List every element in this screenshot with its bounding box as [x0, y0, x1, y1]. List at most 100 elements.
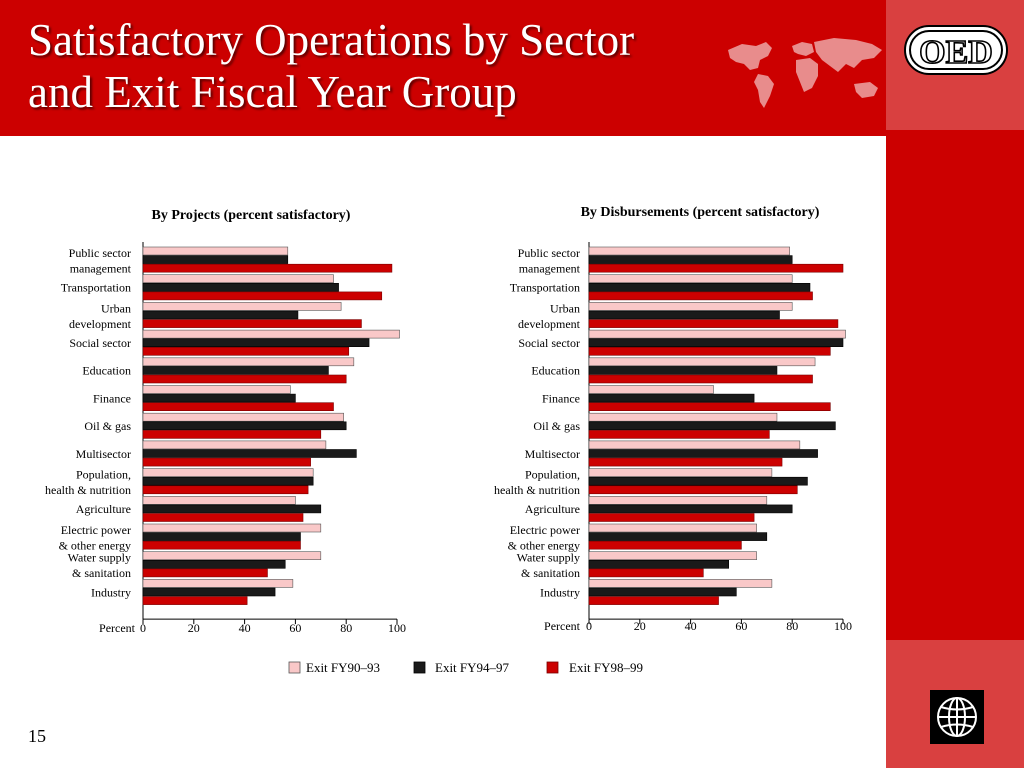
oed-logo-text: OED: [919, 34, 993, 71]
bar-fy94-97: [142, 338, 370, 348]
chart-by-projects: By Projects (percent satisfactory) 0 20 40 6…: [45, 208, 406, 635]
x-tick-label: 20: [634, 619, 646, 633]
bar-fy90-93: [588, 551, 757, 561]
x-tick-label: 20: [188, 621, 200, 635]
category-label: Industry: [540, 585, 580, 599]
bar-fy94-97: [142, 310, 299, 320]
bar-fy98-99: [142, 346, 350, 356]
bar-fy90-93: [588, 302, 793, 311]
oed-logo-icon: OED: [904, 25, 1008, 75]
chart-by-disbursements: By Disbursements (percent satisfactory) 0…: [494, 205, 852, 633]
bar-fy98-99: [588, 319, 839, 328]
bar-fy98-99: [142, 374, 347, 384]
category-label: Oil & gas: [84, 419, 131, 433]
bar-fy94-97: [588, 338, 844, 348]
category-label: Finance: [93, 391, 131, 405]
bar-fy90-93: [142, 495, 296, 505]
bar-fy90-93: [142, 357, 355, 367]
bar-fy94-97: [142, 587, 276, 597]
bar-fy98-99: [588, 430, 770, 439]
category-label: Oil & gas: [533, 419, 580, 433]
category-label: Urban: [550, 301, 580, 315]
bar-fy90-93: [142, 468, 314, 477]
category-label: management: [70, 261, 132, 275]
bar-fy90-93: [142, 329, 400, 339]
bar-fy90-93: [142, 523, 322, 533]
x-tick-label: 60: [735, 619, 747, 633]
title-banner: Satisfactory Operations by Sector and Ex…: [0, 0, 886, 136]
category-label: Industry: [91, 585, 131, 599]
category-label: Water supply: [68, 551, 131, 565]
category-label: Transportation: [510, 281, 580, 295]
category-label: Electric power: [61, 523, 131, 537]
category-label: Finance: [542, 391, 580, 405]
bar-fy94-97: [588, 255, 793, 264]
bar-fy94-97: [588, 532, 768, 541]
bar-fy98-99: [588, 568, 704, 578]
category-label: Multisector: [525, 447, 580, 461]
x-tick-label: 100: [388, 621, 406, 635]
category-label: Population,: [525, 468, 580, 482]
x-tick-label: 40: [239, 621, 251, 635]
category-label: Multisector: [76, 447, 131, 461]
x-tick-label: 0: [140, 621, 146, 635]
x-tick-label: 100: [834, 619, 852, 633]
category-label: & other energy: [508, 538, 580, 552]
bar-fy94-97: [588, 366, 778, 375]
bar-fy90-93: [588, 468, 773, 477]
bar-fy98-99: [588, 540, 742, 550]
bar-fy98-99: [142, 263, 393, 273]
bar-fy94-97: [588, 476, 808, 486]
bar-fy98-99: [142, 596, 248, 605]
world-bank-logo-icon: [930, 690, 984, 744]
bar-fy90-93: [588, 440, 801, 450]
x-tick-label: 60: [289, 621, 301, 635]
legend-swatch-fy98-99: [546, 661, 559, 674]
bar-fy94-97: [588, 559, 729, 569]
x-axis-label: Percent: [99, 621, 136, 635]
bar-fy94-97: [142, 393, 296, 403]
bar-fy98-99: [588, 402, 831, 412]
bar-fy98-99: [142, 291, 383, 301]
category-label: Education: [531, 364, 580, 378]
bar-fy94-97: [142, 255, 289, 264]
bar-fy90-93: [588, 523, 757, 533]
legend-swatch-fy90-93: [288, 661, 301, 674]
bar-fy98-99: [142, 457, 311, 467]
category-label: Electric power: [510, 523, 580, 537]
category-label: Transportation: [61, 281, 131, 295]
bar-fy98-99: [588, 374, 813, 384]
legend-label-fy90-93: Exit FY90–93: [306, 660, 380, 675]
bar-fy98-99: [142, 402, 334, 412]
bar-fy94-97: [142, 504, 322, 514]
bar-fy94-97: [588, 310, 780, 320]
bar-fy90-93: [142, 440, 327, 450]
bar-fy90-93: [588, 579, 773, 588]
category-label: development: [518, 317, 581, 331]
bar-fy90-93: [142, 274, 334, 284]
bar-fy90-93: [588, 385, 714, 394]
category-label: Agriculture: [76, 502, 131, 516]
bar-fy94-97: [588, 587, 737, 597]
bar-fy90-93: [588, 246, 790, 256]
category-label: Urban: [101, 301, 131, 315]
bar-fy94-97: [142, 421, 347, 431]
bar-fy94-97: [142, 282, 339, 292]
category-label: & sanitation: [72, 566, 131, 580]
world-map-icon: [728, 38, 882, 108]
legend: Exit FY90–93 Exit FY94–97 Exit FY98–99: [288, 660, 643, 675]
bar-fy98-99: [142, 430, 322, 439]
bar-fy98-99: [588, 346, 831, 356]
bar-fy94-97: [588, 282, 811, 292]
bar-fy98-99: [588, 485, 798, 495]
category-label: Population,: [76, 468, 131, 482]
bar-fy94-97: [588, 421, 836, 431]
bar-fy98-99: [142, 540, 301, 550]
slide-title-line-1: Satisfactory Operations by Sector: [28, 15, 635, 65]
bar-fy94-97: [588, 449, 818, 458]
bar-fy98-99: [588, 263, 844, 273]
bar-fy98-99: [588, 596, 719, 605]
bar-fy90-93: [588, 357, 816, 367]
slide-title-line-2: and Exit Fiscal Year Group: [28, 67, 517, 117]
bar-fy94-97: [588, 504, 793, 514]
